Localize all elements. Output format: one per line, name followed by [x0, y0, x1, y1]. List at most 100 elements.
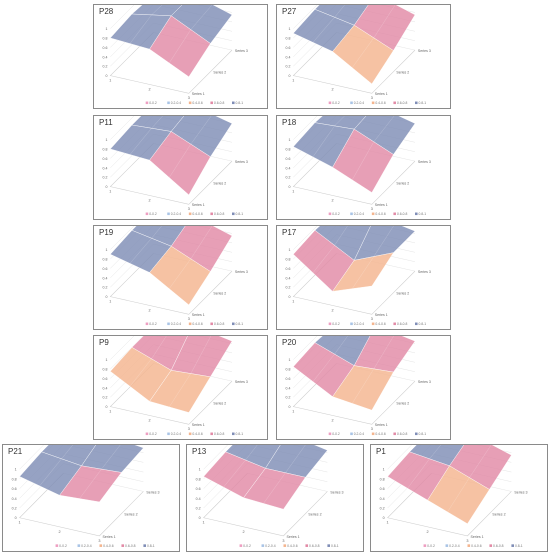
legend-swatch: [121, 544, 125, 547]
series-label: Series 3: [418, 49, 431, 53]
surface-patch: [149, 131, 211, 196]
surface-contour: [79, 469, 102, 499]
surface-contour: [223, 459, 246, 488]
z-tick-label: 1: [15, 468, 17, 472]
surface-contour: [312, 17, 335, 43]
chart-panel: 0 0.2 0.4 0.6 0.8 1 1 2 3 Series 1 Series 2 Series …: [93, 335, 268, 440]
chart-title: P13: [192, 447, 207, 456]
z-tick-label: 0.4: [380, 497, 385, 501]
series-label: Series 2: [396, 402, 409, 406]
legend-swatch: [393, 432, 396, 436]
legend: 0-0.2 0.2-0.4 0.4-0.6 0.6-0.8 0.8-1: [145, 212, 243, 216]
legend-label: 0.2-0.4: [449, 544, 460, 548]
surface-contour: [429, 445, 442, 459]
legend-swatch: [328, 432, 332, 436]
surface-patch: [427, 465, 490, 524]
x-tick-label: 3: [188, 317, 190, 321]
z-tick-label: 0.8: [12, 477, 17, 481]
z-tick-label: 0.2: [196, 506, 201, 510]
legend-swatch: [232, 101, 235, 105]
legend: 0-0.2 0.2-0.4 0.4-0.6 0.6-0.8 0.8-1: [423, 544, 523, 548]
chart-title: P28: [99, 7, 114, 16]
surface-contour: [285, 445, 306, 473]
chart-title: P11: [99, 118, 113, 127]
z-tick-label: 0: [105, 405, 107, 409]
z-tick-label: 0.6: [286, 267, 291, 271]
surface-contour: [190, 336, 212, 374]
surface-contour: [61, 445, 74, 459]
legend-label: 0.2-0.4: [171, 322, 182, 326]
x-tick-label: 2: [149, 308, 151, 312]
legend-label: 0-0.2: [149, 322, 157, 326]
surface-contour: [151, 336, 167, 359]
series-label: Series 1: [192, 313, 205, 317]
legend-swatch: [188, 432, 192, 436]
x-tick-label: 3: [371, 207, 373, 211]
surface-contour: [352, 141, 374, 180]
surface: [110, 116, 233, 196]
z-tick-label: 0.8: [103, 367, 108, 371]
series-label: Series 2: [492, 513, 505, 517]
legend-swatch: [393, 212, 396, 216]
z-tick-label: 0.2: [103, 65, 108, 69]
surface-contour: [312, 125, 335, 158]
z-tick-label: 1: [288, 27, 290, 31]
series-label: Series 3: [418, 160, 431, 164]
x-tick-label: 1: [109, 190, 111, 194]
surface: [293, 5, 416, 85]
z-tick-label: 0.8: [286, 257, 291, 261]
surface-contour: [190, 116, 212, 145]
z-tick-label: 0.4: [286, 276, 291, 280]
legend-label: 0.8-1: [419, 322, 427, 326]
surface-patch: [59, 465, 122, 503]
legend-swatch: [283, 544, 287, 547]
gridline: [293, 5, 318, 29]
floor-outline: [109, 253, 233, 315]
surface-contour: [352, 37, 374, 68]
gridline: [387, 445, 412, 470]
series-label: Series 1: [375, 92, 388, 96]
surface-contour: [407, 458, 430, 489]
x-tick-label: 2: [332, 308, 334, 312]
surface-contour: [190, 226, 213, 259]
series-label: Series 1: [192, 203, 205, 207]
surface-contour: [334, 336, 348, 355]
legend-label: 0.8-1: [236, 101, 244, 105]
series-label: Series 1: [192, 423, 205, 427]
legend: 0-0.2 0.2-0.4 0.4-0.6 0.6-0.8 0.8-1: [145, 432, 243, 436]
legend-swatch: [371, 101, 375, 105]
x-tick-label: 2: [426, 530, 428, 534]
legend-label: 0-0.2: [332, 322, 340, 326]
legend-label: 0.8-1: [419, 101, 427, 105]
z-tick-label: 0.4: [196, 497, 201, 501]
z-tick-label: 0.6: [12, 487, 17, 491]
legend-label: 0-0.2: [427, 544, 435, 548]
z-tick-label: 1: [288, 248, 290, 252]
legend: 0-0.2 0.2-0.4 0.4-0.6 0.6-0.8 0.8-1: [328, 432, 426, 436]
legend-label: 0.6-0.8: [309, 544, 320, 548]
series-label: Series 3: [235, 160, 248, 164]
surface: [293, 116, 416, 193]
legend-swatch: [371, 322, 375, 326]
z-tick-label: 0.2: [286, 176, 291, 180]
z-tick-label: 0.6: [103, 377, 108, 381]
legend-label: 0.4-0.6: [192, 432, 203, 436]
legend-swatch: [328, 212, 332, 216]
legend-label: 0.6-0.8: [493, 544, 504, 548]
gridline: [110, 5, 135, 29]
legend-swatch: [350, 322, 353, 326]
z-tick-label: 0.8: [380, 477, 385, 481]
legend-label: 0.4-0.6: [375, 432, 386, 436]
legend-label: 0.6-0.8: [214, 101, 225, 105]
series-label: Series 2: [213, 402, 226, 406]
surface-contour: [129, 238, 152, 264]
legend-label: 0.6-0.8: [397, 322, 408, 326]
x-tick-label: 1: [109, 300, 111, 304]
z-tick-label: 0.8: [286, 367, 291, 371]
surface-contour: [334, 226, 348, 246]
z-tick-label: 0.6: [103, 267, 108, 271]
x-tick-label: 2: [149, 198, 151, 202]
surface-contour: [245, 445, 258, 461]
